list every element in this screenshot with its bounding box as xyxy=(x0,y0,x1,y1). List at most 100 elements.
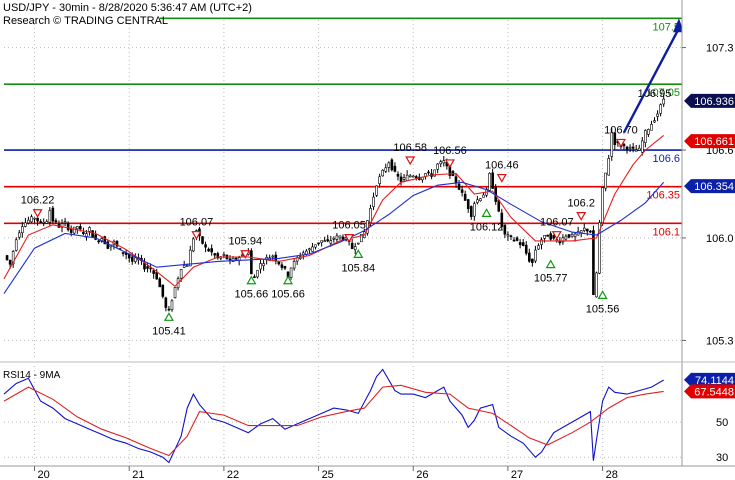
candle-body xyxy=(369,208,372,223)
candle-body xyxy=(353,246,357,251)
candle-body xyxy=(595,272,598,298)
annotation-label: 106.22 xyxy=(21,195,55,207)
candle-body xyxy=(326,239,330,242)
candle-body xyxy=(280,264,284,268)
candle-body xyxy=(515,237,519,241)
forecast-arrow xyxy=(622,18,684,134)
candle-body xyxy=(567,234,571,238)
candle-body xyxy=(155,272,159,280)
candle-body xyxy=(24,222,27,227)
level-label: 107.05 xyxy=(646,87,680,99)
candle-body xyxy=(350,242,354,249)
candle-body xyxy=(527,252,531,262)
candle-body xyxy=(466,199,470,209)
candle-body xyxy=(228,258,232,261)
candle-body xyxy=(21,226,24,234)
x-tick-label: 21 xyxy=(132,469,144,480)
candle-body xyxy=(393,165,397,172)
candle-body xyxy=(628,146,632,149)
candle-body xyxy=(561,237,565,243)
candle-body xyxy=(414,176,418,179)
candle-body xyxy=(598,222,601,274)
candle-body xyxy=(473,203,476,217)
candle-body xyxy=(586,228,589,232)
candle-body xyxy=(341,236,345,241)
candle-body xyxy=(106,241,110,249)
annotation-label: 106.70 xyxy=(604,124,638,136)
candle-body xyxy=(274,254,278,262)
sell-marker xyxy=(405,156,416,166)
candle-body xyxy=(549,233,552,240)
level-badge-bg xyxy=(684,179,735,194)
candle-body xyxy=(63,221,67,224)
candle-body xyxy=(634,149,638,152)
candle-body xyxy=(75,226,79,230)
x-tick-label: 26 xyxy=(416,469,428,480)
last-price-badge-bg xyxy=(684,93,735,108)
candle-body xyxy=(402,177,406,180)
candle-body xyxy=(213,253,217,256)
rsi-series xyxy=(3,368,664,464)
candle-body xyxy=(521,242,525,246)
candle-body xyxy=(604,172,607,189)
candle-body xyxy=(250,250,253,275)
last-price-badge: 106.936 xyxy=(694,96,734,108)
candle-body xyxy=(27,219,30,224)
chart-subtitle: Research © TRADING CENTRAL xyxy=(3,15,168,27)
x-tick-label: 20 xyxy=(38,469,50,480)
price-grid xyxy=(4,20,682,358)
candle-body xyxy=(179,268,183,279)
candle-body xyxy=(66,222,70,231)
candle-body xyxy=(656,113,659,117)
arrow-shaft xyxy=(622,27,681,134)
candle-body xyxy=(36,217,39,222)
sell-marker xyxy=(576,212,587,221)
buy-marker xyxy=(545,259,556,269)
candle-body xyxy=(647,129,650,135)
annotation-label: 106.46 xyxy=(485,160,519,172)
candle-body xyxy=(482,194,485,198)
candle-body xyxy=(158,278,162,288)
candle-body xyxy=(182,265,186,268)
price-annotations: 106.22 105.41 106.07 105.94 105.66 105.66 106.… xyxy=(21,88,672,338)
candle-body xyxy=(231,257,235,262)
candle-body xyxy=(130,256,134,262)
annotation-label: 105.56 xyxy=(586,303,620,315)
candle-body xyxy=(390,159,394,171)
candle-body xyxy=(509,235,513,237)
candle-body xyxy=(640,140,644,153)
candle-body xyxy=(607,158,611,176)
candle-body xyxy=(262,263,265,267)
annotation-label: 106.07 xyxy=(540,217,574,229)
candle-body xyxy=(512,239,516,242)
annotation-label: 105.94 xyxy=(228,236,262,248)
candle-body xyxy=(356,242,360,245)
level-label: 106.1 xyxy=(652,226,680,238)
candle-body xyxy=(283,266,287,269)
candle-body xyxy=(234,257,238,260)
y-tick-label: 105.3 xyxy=(706,335,734,347)
candle-body xyxy=(51,207,55,222)
candle-body xyxy=(271,255,275,258)
level-badge: 106.661 xyxy=(694,136,734,148)
candle-body xyxy=(537,245,540,250)
candle-body xyxy=(167,308,171,311)
candle-body xyxy=(30,216,33,223)
annotation-label: 106.2 xyxy=(567,198,595,210)
rsi-ma-line xyxy=(3,384,664,457)
buy-marker xyxy=(163,312,174,321)
candle-body xyxy=(460,189,464,193)
candle-body xyxy=(457,183,461,190)
candle-body xyxy=(5,255,9,260)
candle-body xyxy=(82,231,85,235)
candle-body xyxy=(463,193,467,201)
buy-marker xyxy=(597,290,608,299)
price-axis-panel xyxy=(682,0,735,480)
buy-marker xyxy=(481,208,492,217)
moving-averages xyxy=(3,134,665,294)
candle-body xyxy=(405,174,409,181)
candle-body xyxy=(314,244,317,248)
candle-body xyxy=(491,172,494,189)
candle-body xyxy=(308,248,311,251)
candle-body xyxy=(256,270,259,278)
